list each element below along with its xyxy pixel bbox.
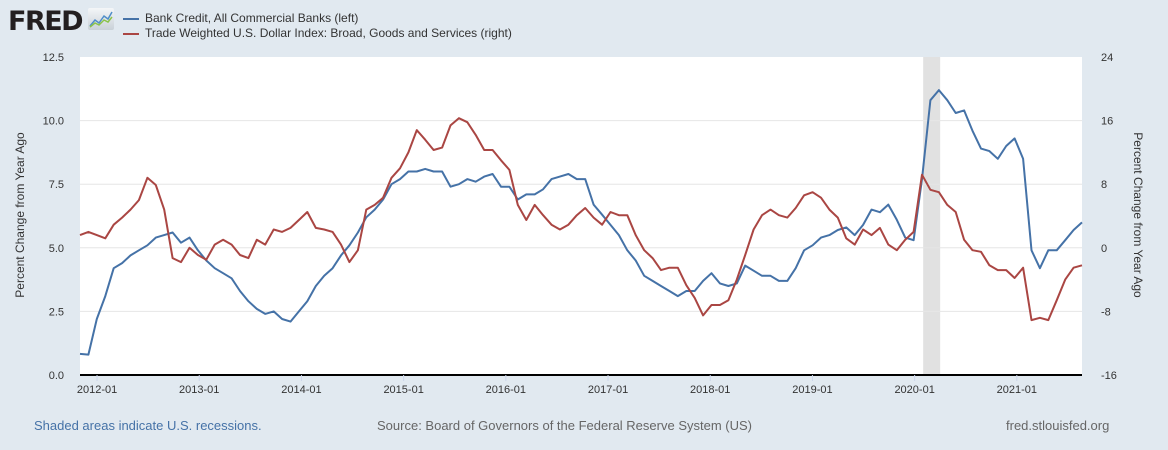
y-left-tick-label: 2.5 (49, 306, 64, 318)
x-tick-label: 2020-01 (894, 384, 934, 396)
recession-shade (923, 57, 941, 375)
fred-site-link[interactable]: fred.stlouisfed.org (1006, 418, 1110, 433)
legend-item-dollar-index[interactable]: Trade Weighted U.S. Dollar Index: Broad,… (123, 26, 512, 41)
series-line-bank-credit[interactable] (79, 89, 1083, 356)
y-right-tick-label: 0 (1101, 243, 1107, 255)
source-text: Source: Board of Governors of the Federa… (377, 418, 752, 433)
x-tick-label: 2012-01 (77, 384, 117, 396)
fred-logo[interactable]: FRED (8, 6, 84, 37)
series-line-dollar-index[interactable] (79, 117, 1083, 322)
y-right-tick-label: 8 (1101, 179, 1107, 191)
chart-legend: Bank Credit, All Commercial Banks (left)… (123, 11, 512, 41)
y-right-tick-label: -8 (1101, 306, 1111, 318)
y-left-tick-label: 10.0 (43, 116, 64, 128)
y-right-tick-label: -16 (1101, 370, 1117, 382)
x-tick-label: 2021-01 (997, 384, 1037, 396)
x-tick-label: 2018-01 (690, 384, 730, 396)
x-tick-label: 2016-01 (486, 384, 526, 396)
y-right-tick-label: 16 (1101, 116, 1113, 128)
legend-item-bank-credit[interactable]: Bank Credit, All Commercial Banks (left) (123, 11, 512, 26)
y-left-tick-label: 0.0 (49, 370, 64, 382)
y-left-tick-label: 12.5 (43, 52, 64, 64)
y-left-tick-label: 7.5 (49, 179, 64, 191)
x-tick-label: 2015-01 (383, 384, 423, 396)
x-tick-label: 2019-01 (792, 384, 832, 396)
x-tick-label: 2017-01 (588, 384, 628, 396)
x-tick-label: 2014-01 (281, 384, 321, 396)
x-tick-label: 2013-01 (179, 384, 219, 396)
y-left-tick-label: 5.0 (49, 243, 64, 255)
legend-label: Trade Weighted U.S. Dollar Index: Broad,… (145, 26, 512, 40)
y-right-tick-label: 24 (1101, 52, 1113, 64)
legend-swatch-red (123, 32, 139, 35)
legend-label: Bank Credit, All Commercial Banks (left) (145, 11, 359, 25)
fred-chart-icon (88, 8, 114, 30)
legend-swatch-blue (123, 17, 139, 20)
recession-note-link[interactable]: Shaded areas indicate U.S. recessions. (34, 418, 262, 433)
